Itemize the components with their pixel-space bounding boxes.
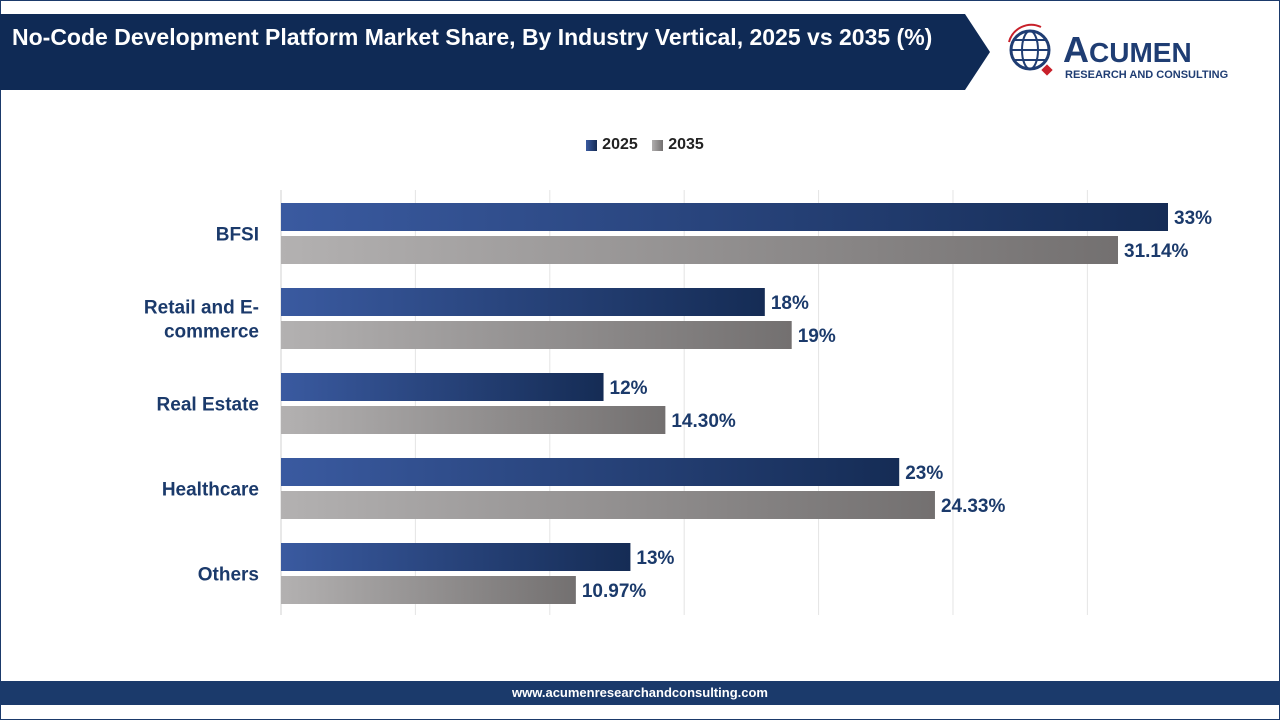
svg-text:CUMEN: CUMEN <box>1089 37 1192 68</box>
bar-2025 <box>281 288 765 316</box>
data-label: 24.33% <box>941 496 1006 517</box>
bar-2025 <box>281 203 1168 231</box>
data-label: 23% <box>905 463 943 484</box>
data-label: 19% <box>798 326 836 347</box>
bar-2035 <box>281 321 792 349</box>
footer-url: www.acumenresearchandconsulting.com <box>0 681 1280 705</box>
data-label: 10.97% <box>582 581 647 602</box>
data-label: 33% <box>1174 208 1212 229</box>
data-label: 12% <box>610 378 648 399</box>
data-label: 13% <box>636 548 674 569</box>
acumen-logo: A CUMEN RESEARCH AND CONSULTING <box>1008 23 1228 81</box>
category-label: Healthcare <box>162 480 259 501</box>
legend-label-2025: 2025 <box>602 136 638 153</box>
legend-swatch-2035 <box>652 139 664 151</box>
svg-text:A: A <box>1063 29 1089 70</box>
legend-swatch-2025 <box>586 139 598 151</box>
bar-2025 <box>281 543 631 571</box>
svg-text:RESEARCH AND CONSULTING: RESEARCH AND CONSULTING <box>1065 69 1228 81</box>
chart-title: No-Code Development Platform Market Shar… <box>12 24 933 50</box>
data-label: 31.14% <box>1124 241 1189 262</box>
legend-label-2035: 2035 <box>668 136 704 153</box>
bar-2025 <box>281 458 900 486</box>
category-label: Retail and E-commerce <box>144 298 259 343</box>
category-label: Others <box>198 565 259 586</box>
category-label: Real Estate <box>157 395 259 416</box>
title-banner <box>0 14 990 90</box>
data-label: 18% <box>771 293 809 314</box>
bar-2035 <box>281 236 1119 264</box>
bar-2035 <box>281 576 576 604</box>
bar-2025 <box>281 373 604 401</box>
legend: 2025 2035 <box>0 136 1280 154</box>
bar-2035 <box>281 491 935 519</box>
category-label: BFSI <box>216 225 259 246</box>
bar-2035 <box>281 406 666 434</box>
data-label: 14.30% <box>671 411 736 432</box>
